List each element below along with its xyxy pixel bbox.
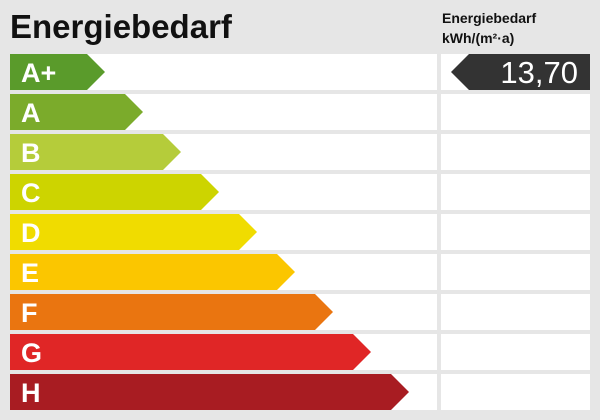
- class-row-D: D: [10, 214, 437, 250]
- value-cell-B: [441, 134, 590, 170]
- class-bar-C: C: [10, 174, 219, 210]
- value-cell-E: [441, 254, 590, 290]
- class-row-C: C: [10, 174, 437, 210]
- class-row-A: A: [10, 94, 437, 130]
- value-indicator: 13,70: [451, 54, 590, 90]
- class-bar-B: B: [10, 134, 181, 170]
- class-bar-E: E: [10, 254, 295, 290]
- class-row-F: F: [10, 294, 437, 330]
- class-row-A+: A+: [10, 54, 437, 90]
- class-bar-H: H: [10, 374, 409, 410]
- unit-label-line-2: kWh/(m²·a): [442, 30, 515, 46]
- class-row-H: H: [10, 374, 437, 410]
- unit-label-line-1: Energiebedarf: [442, 10, 537, 26]
- class-bar-D: D: [10, 214, 257, 250]
- unit-label: Energiebedarf kWh/(m²·a): [442, 8, 536, 48]
- value-cell-D: [441, 214, 590, 250]
- value-cell-A: [441, 94, 590, 130]
- class-bar-A+: A+: [10, 54, 105, 90]
- value-cell-C: [441, 174, 590, 210]
- value-cell-H: [441, 374, 590, 410]
- class-row-E: E: [10, 254, 437, 290]
- class-row-G: G: [10, 334, 437, 370]
- class-bar-A: A: [10, 94, 143, 130]
- chart-title: Energiebedarf: [10, 8, 232, 45]
- class-bar-G: G: [10, 334, 371, 370]
- value-cell-F: [441, 294, 590, 330]
- class-bar-F: F: [10, 294, 333, 330]
- class-row-B: B: [10, 134, 437, 170]
- value-cell-G: [441, 334, 590, 370]
